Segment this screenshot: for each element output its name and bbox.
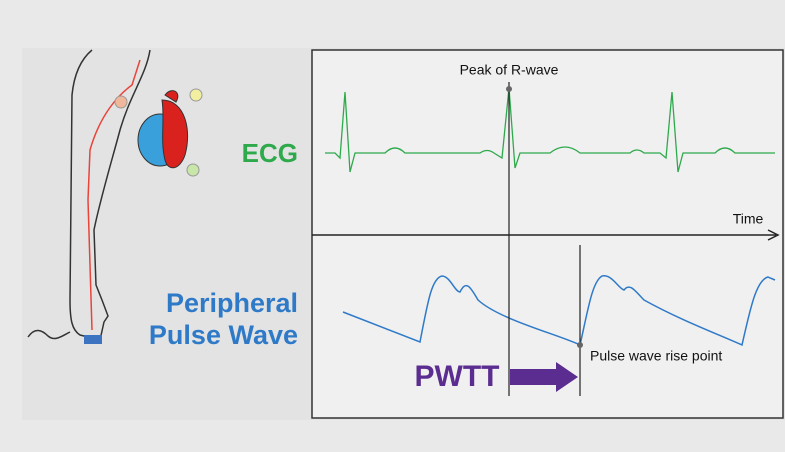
finger-sensor: [84, 335, 102, 344]
electrode: [189, 88, 203, 102]
peak-label: Peak of R-wave: [460, 62, 559, 78]
time-arrow: [767, 229, 780, 241]
pwtt-arrow: [510, 362, 578, 392]
rise-point-dot: [577, 342, 583, 348]
pulse-wave-label: Pulse Wave: [149, 320, 298, 350]
ecg-trace: [325, 87, 775, 173]
time-label: Time: [733, 211, 764, 227]
artery: [87, 59, 141, 331]
signal-box: [311, 49, 784, 419]
pulse-trace: [342, 275, 776, 347]
ecg-label: ECG: [242, 138, 298, 168]
rise-point-label: Pulse wave rise point: [590, 348, 722, 364]
electrode: [186, 163, 200, 177]
electrode: [114, 95, 128, 109]
r-peak-dot: [506, 86, 512, 92]
heart: [137, 90, 189, 169]
peripheral-label: Peripheral: [166, 288, 298, 318]
arm-outline: [27, 49, 151, 341]
pwtt-label: PWTT: [415, 360, 500, 393]
